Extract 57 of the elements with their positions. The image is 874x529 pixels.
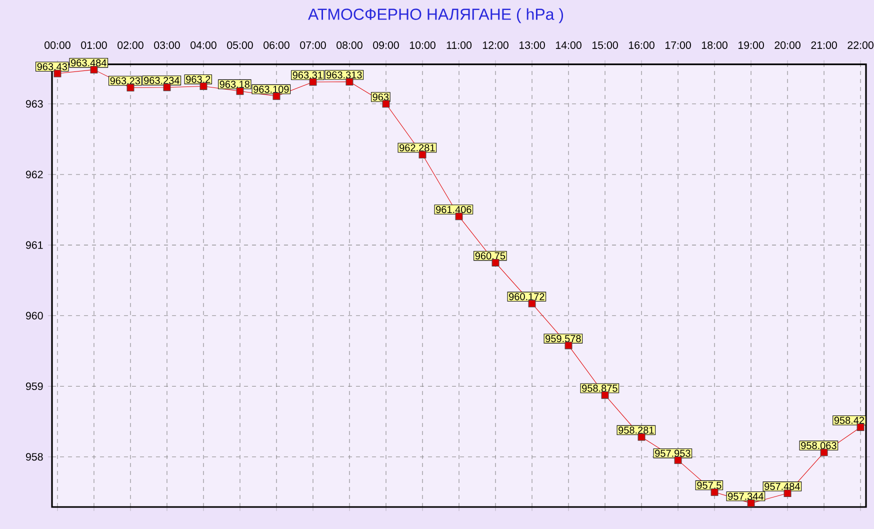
- y-tick-label: 962: [26, 170, 43, 178]
- x-tick-label: 02:00: [118, 41, 144, 49]
- y-tick-label: 959: [26, 382, 43, 390]
- data-label: 963.18: [220, 80, 250, 88]
- data-label: 957.953: [655, 450, 690, 457]
- x-tick-label: 19:00: [738, 41, 764, 49]
- x-tick-label: 01:00: [81, 41, 107, 49]
- data-label: 963.31: [292, 72, 322, 79]
- x-tick-label: 11:00: [446, 41, 472, 49]
- x-tick-label: 17:00: [665, 41, 691, 49]
- data-label: 963.234: [144, 76, 180, 84]
- data-label: 960.75: [475, 252, 506, 260]
- data-label: 962.281: [400, 144, 435, 152]
- data-label: 963: [372, 93, 389, 101]
- data-label: 958.063: [801, 442, 836, 450]
- data-label: 957.484: [764, 482, 800, 490]
- y-tick-label: 963: [26, 100, 43, 108]
- data-label: 958.875: [582, 384, 618, 392]
- chart-title: АТМОСФЕРНО НАЛЯГАНЕ ( hPa ): [308, 8, 564, 24]
- data-label: 958.42: [834, 416, 864, 424]
- x-tick-label: 14:00: [556, 41, 582, 49]
- x-tick-label: 15:00: [592, 41, 618, 49]
- y-tick-label: 961: [26, 241, 43, 249]
- y-tick-label: 958: [26, 453, 43, 461]
- data-label: 963.2: [186, 76, 210, 83]
- data-label: 957.5: [697, 482, 722, 489]
- data-label: 961.406: [436, 206, 472, 214]
- data-label: 958.281: [618, 426, 654, 434]
- x-tick-label: 05:00: [227, 41, 253, 49]
- x-tick-label: 08:00: [336, 41, 362, 49]
- x-tick-label: 13:00: [519, 41, 545, 49]
- x-tick-label: 12:00: [482, 41, 508, 49]
- x-tick-label: 03:00: [154, 41, 180, 49]
- data-label: 963.484: [71, 59, 106, 66]
- y-tick-label: 960: [26, 312, 43, 320]
- data-label: 963.43: [37, 63, 67, 70]
- data-label: 963.313: [326, 71, 362, 78]
- point: [346, 78, 354, 86]
- x-tick-label: 09:00: [373, 41, 399, 49]
- data-label: 957.344: [728, 492, 764, 500]
- x-tick-label: 10:00: [410, 41, 436, 49]
- point: [163, 84, 171, 92]
- x-tick-label: 04:00: [190, 41, 216, 49]
- x-tick-label: 22:00: [848, 41, 874, 49]
- x-tick-label: 18:00: [702, 41, 728, 49]
- data-label: 963.23: [110, 77, 140, 84]
- x-tick-label: 21:00: [811, 41, 837, 49]
- x-tick-label: 00:00: [44, 41, 70, 49]
- data-label: 959.578: [546, 335, 581, 342]
- point: [382, 100, 390, 108]
- x-tick-label: 06:00: [264, 41, 290, 49]
- x-tick-label: 16:00: [628, 41, 654, 49]
- data-label: 960.172: [509, 293, 544, 300]
- x-tick-label: 07:00: [300, 41, 326, 49]
- x-tick-label: 20:00: [774, 41, 800, 49]
- data-label: 963.109: [254, 86, 289, 93]
- point: [784, 490, 792, 498]
